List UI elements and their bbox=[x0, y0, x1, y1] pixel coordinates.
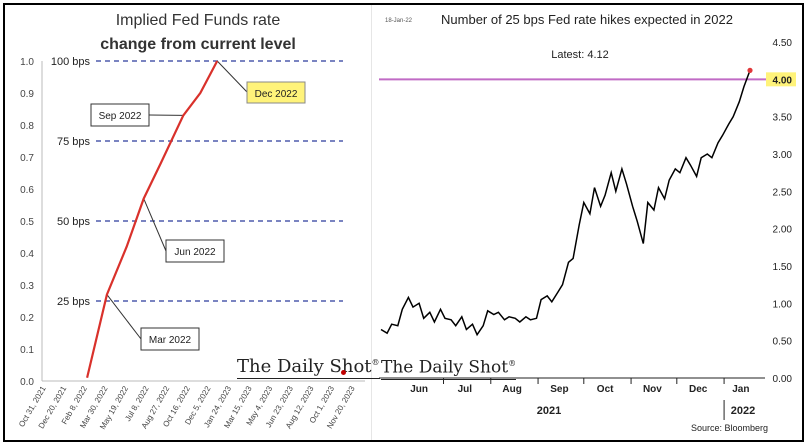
left-chart-title-line1: Implied Fed Funds rate bbox=[116, 12, 281, 29]
callout-leader-mar-2022 bbox=[106, 294, 142, 340]
right-y-tick-label: 3.50 bbox=[773, 113, 793, 124]
right-y-tick-label: 4.00 bbox=[773, 75, 793, 86]
right-x-tick-label: Jan bbox=[732, 384, 749, 395]
callout-sep-2022-box bbox=[90, 103, 150, 127]
right-y-tick-label: 3.00 bbox=[773, 150, 793, 161]
y-tick-label: 0.0 bbox=[20, 377, 34, 388]
callout-jun-2022-label: Jun 2022 bbox=[174, 247, 216, 258]
right-chart-title: Number of 25 bps Fed rate hikes expected… bbox=[441, 12, 733, 27]
y-tick-label: 0.6 bbox=[20, 185, 34, 196]
right-y-tick-label: 0.50 bbox=[773, 337, 793, 348]
left-chart-title-line2: change from current level bbox=[100, 36, 296, 53]
brand-logo-right: The Daily Shot® bbox=[381, 353, 517, 380]
hikes-line bbox=[380, 70, 751, 337]
brand-logo-left-text: The Daily Shot bbox=[237, 356, 372, 377]
right-y-tick-label: 2.50 bbox=[773, 187, 793, 198]
y-tick-label: 1.0 bbox=[20, 57, 34, 68]
brand-logo-left-mark: ® bbox=[371, 358, 380, 367]
rate-line bbox=[86, 60, 219, 379]
y-tick-label: 0.8 bbox=[20, 121, 34, 132]
callout-mar-2022-label: Mar 2022 bbox=[149, 335, 192, 346]
y-tick-label: 0.9 bbox=[20, 89, 34, 100]
brand-logo-right-text: The Daily Shot bbox=[381, 357, 509, 378]
latest-point bbox=[747, 67, 753, 73]
callout-dec-2022: Dec 2022 bbox=[246, 81, 306, 104]
callout-dec-2022-box bbox=[246, 81, 306, 104]
level-label-100-bps: 100 bps bbox=[51, 56, 91, 68]
brand-logo-right-mark: ® bbox=[508, 359, 517, 368]
callout-sep-2022: Sep 2022 bbox=[90, 103, 150, 127]
source-note: Source: Bloomberg bbox=[691, 423, 768, 433]
year-label-2021: 2021 bbox=[537, 405, 561, 417]
callout-mar-2022-box bbox=[140, 327, 200, 351]
latest-value-text: Latest: 4.12 bbox=[551, 49, 609, 61]
y-tick-label: 0.5 bbox=[20, 217, 34, 228]
brand-dot-left bbox=[341, 370, 346, 375]
y-tick-label: 0.7 bbox=[20, 153, 34, 164]
panel-divider bbox=[371, 5, 372, 440]
chart-frame bbox=[3, 3, 804, 442]
callout-leader-dec-2022 bbox=[216, 60, 248, 93]
right-x-tick-label: Dec bbox=[689, 384, 708, 395]
right-y-tick-label: 2.00 bbox=[773, 225, 793, 236]
right-x-tick-label: Nov bbox=[643, 384, 662, 395]
right-y-tick-label: 1.00 bbox=[773, 299, 793, 310]
year-label-2022: 2022 bbox=[731, 405, 755, 417]
right-y-tick-label: 1.50 bbox=[773, 262, 793, 273]
level-label-25-bps: 25 bps bbox=[57, 296, 91, 308]
brand-logo-left: The Daily Shot® bbox=[237, 352, 380, 379]
right-y-tick-label: 4.50 bbox=[773, 38, 793, 49]
y-tick-highlight bbox=[766, 72, 796, 87]
level-label-75-bps: 75 bps bbox=[57, 136, 91, 148]
right-x-tick-label: Sep bbox=[550, 384, 568, 395]
y-tick-label: 0.1 bbox=[20, 345, 34, 356]
right-x-tick-label: Oct bbox=[597, 384, 614, 395]
right-chart-date-stamp: 18-Jan-22 bbox=[385, 18, 413, 24]
level-label-50-bps: 50 bps bbox=[57, 216, 91, 228]
callout-jun-2022-box bbox=[165, 239, 225, 263]
y-tick-label: 0.2 bbox=[20, 313, 34, 324]
y-tick-label: 0.3 bbox=[20, 281, 34, 292]
right-x-tick-label: Jun bbox=[410, 384, 428, 395]
left-chart: Implied Fed Funds rate change from curre… bbox=[17, 12, 365, 431]
right-x-tick-label: Jul bbox=[458, 384, 473, 395]
callout-jun-2022: Jun 2022 bbox=[165, 239, 225, 263]
right-x-tick-label: Aug bbox=[502, 384, 521, 395]
callout-dec-2022-label: Dec 2022 bbox=[255, 89, 298, 100]
right-y-tick-label: 0.00 bbox=[773, 374, 793, 385]
y-tick-label: 0.4 bbox=[20, 249, 34, 260]
callout-leader-jun-2022 bbox=[143, 198, 167, 252]
callout-sep-2022-label: Sep 2022 bbox=[99, 111, 142, 122]
callout-mar-2022: Mar 2022 bbox=[140, 327, 200, 351]
